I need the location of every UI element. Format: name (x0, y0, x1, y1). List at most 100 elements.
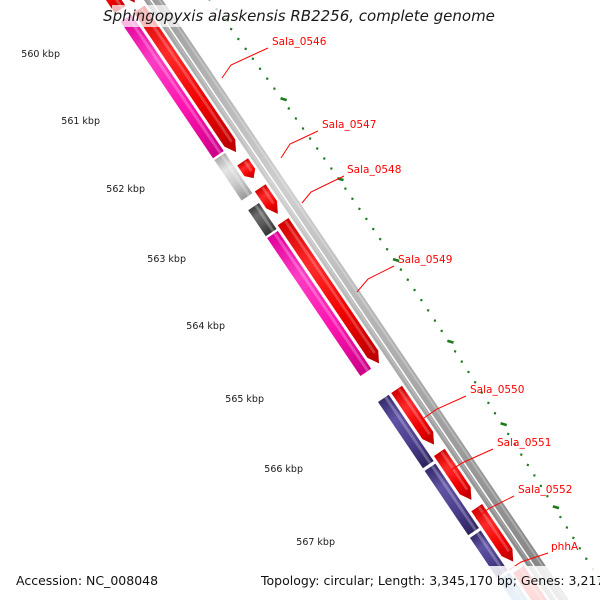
leader-line-Sala_0547 (280, 130, 319, 159)
gene-segment-Sala_0550 (377, 394, 434, 469)
leader-line-Sala_0548 (301, 175, 345, 204)
gene-label-Sala_0547[interactable]: Sala_0547 (322, 119, 376, 131)
gene-segment-forward-3[interactable] (254, 184, 283, 217)
axis-tick-minor (506, 432, 510, 436)
gene-label-Sala_0546[interactable]: Sala_0546 (272, 36, 327, 48)
axis-tick-minor (460, 360, 464, 364)
gene-segment-Sala_0548 (248, 202, 277, 237)
axis-tick-minor (493, 411, 497, 415)
gene-segment-forward-2[interactable] (237, 158, 259, 182)
gene-label-Sala_0550[interactable]: Sala_0550 (470, 384, 524, 396)
axis-tick-minor (426, 309, 430, 312)
axis-tick-minor (406, 278, 410, 282)
axis-tick-label-565: 565 kbp (225, 394, 264, 405)
axis-tick-minor (351, 197, 354, 201)
axis-tick-major (446, 339, 454, 344)
leader-line-Sala_0549 (356, 265, 395, 293)
axis-tick-minor (265, 77, 269, 81)
axis-tick-minor (308, 137, 312, 140)
axis-tick-minor (385, 247, 389, 251)
axis-tick-minor (365, 217, 368, 221)
axis-tick-minor (378, 237, 382, 241)
gene-segment-forward-5[interactable] (391, 385, 439, 449)
axis-tick-minor (480, 391, 484, 394)
axis-tick-minor (565, 526, 569, 529)
axis-tick-minor (358, 207, 361, 211)
axis-tick-minor (399, 268, 403, 271)
axis-tick-label-563: 563 kbp (147, 254, 186, 265)
axis-tick-minor (578, 546, 582, 550)
gene-label-group[interactable]: Sala_0546 Sala_0547 Sala_0548 Sala_0549 Sala… (221, 36, 579, 571)
axis-tick-label-564: 564 kbp (186, 321, 225, 332)
axis-tick-minor (433, 319, 437, 322)
axis-tick-major (280, 97, 288, 102)
axis-tick-major (500, 422, 508, 427)
axis-tick-labels: 560 kbp 561 kbp 562 kbp 563 kbp 564 kbp 565 k… (21, 49, 335, 548)
leader-line-Sala_0550 (423, 395, 467, 419)
axis-tick-major (552, 505, 560, 510)
track-group (96, 0, 585, 600)
gene-label-phhA[interactable]: phhA (551, 541, 579, 553)
axis-tick-minor (519, 453, 523, 457)
axis-tick-minor (344, 187, 347, 191)
axis-tick-minor (244, 47, 247, 51)
gene-segment-forward-6[interactable] (433, 448, 477, 504)
axis-tick-minor (559, 515, 562, 519)
gene-label-Sala_0549[interactable]: Sala_0549 (398, 254, 452, 266)
gene-segment-Sala_0549 (267, 230, 372, 376)
axis-tick-minor (294, 117, 298, 120)
axis-tick-label-562: 562 kbp (106, 184, 145, 195)
axis-tick-minor (413, 288, 416, 292)
axis-tick-minor (330, 167, 333, 170)
axis-tick-minor (315, 147, 319, 150)
axis-tick-minor (453, 350, 457, 353)
axis-tick-minor (420, 298, 423, 302)
axis-tick-minor (440, 329, 443, 333)
title-backdrop (112, 5, 486, 27)
axis-tick-minor (322, 157, 326, 160)
leader-line-Sala_0552 (475, 495, 515, 520)
axis-tick-label-566: 566 kbp (264, 464, 303, 475)
axis-tick-major (392, 257, 400, 263)
axis-tick-minor (584, 557, 588, 561)
axis-tick-minor (467, 370, 470, 374)
axis-tick-label-561: 561 kbp (61, 116, 100, 127)
genome-summary-label: Topology: circular; Length: 3,345,170 bp… (260, 573, 600, 588)
leader-line-Sala_0546 (221, 47, 269, 79)
axis-tick-label-560: 560 kbp (21, 49, 60, 60)
axis-tick-minor (258, 67, 262, 71)
axis-tick-minor (273, 87, 276, 90)
map-title-group: Sphingopyxis alaskensis RB2256, complete… (103, 5, 495, 27)
gene-segment-Sala_0552 (469, 530, 508, 578)
gene-label-Sala_0552[interactable]: Sala_0552 (518, 484, 572, 496)
axis-tick-minor (513, 442, 517, 446)
axis-tick-minor (371, 227, 375, 231)
page-title: Sphingopyxis alaskensis RB2256, complete… (103, 7, 495, 25)
gene-segment-top-red (96, 0, 126, 14)
genome-backbone-rail-inner (113, 0, 576, 600)
axis-tick-minor (546, 494, 549, 498)
status-bar: Accession: NC_008048 Topology: circular;… (0, 566, 600, 600)
accession-label: Accession: NC_008048 (16, 573, 158, 588)
axis-tick-minor (229, 27, 233, 31)
gene-segment-forward-4[interactable] (277, 218, 385, 367)
axis-tick-minor (526, 463, 530, 467)
axis-tick-label-567: 567 kbp (296, 537, 335, 548)
axis-tick-minor (487, 401, 490, 405)
axis-tickmarks (208, 0, 600, 581)
gene-segment-forward-1[interactable] (133, 5, 242, 155)
leader-line-Sala_0551 (450, 448, 494, 471)
gene-label-Sala_0548[interactable]: Sala_0548 (347, 164, 401, 176)
gene-segment-forward-7[interactable] (471, 504, 518, 565)
axis-tick-minor (237, 37, 240, 41)
axis-tick-minor (287, 107, 291, 110)
gene-segment-Sala_0547 (214, 152, 253, 201)
genome-backbone-rail-outer (119, 0, 585, 600)
gene-label-Sala_0551[interactable]: Sala_0551 (497, 437, 551, 449)
axis-tick-minor (473, 380, 477, 384)
axis-tick-minor (572, 536, 575, 540)
axis-tick-minor (301, 127, 305, 130)
